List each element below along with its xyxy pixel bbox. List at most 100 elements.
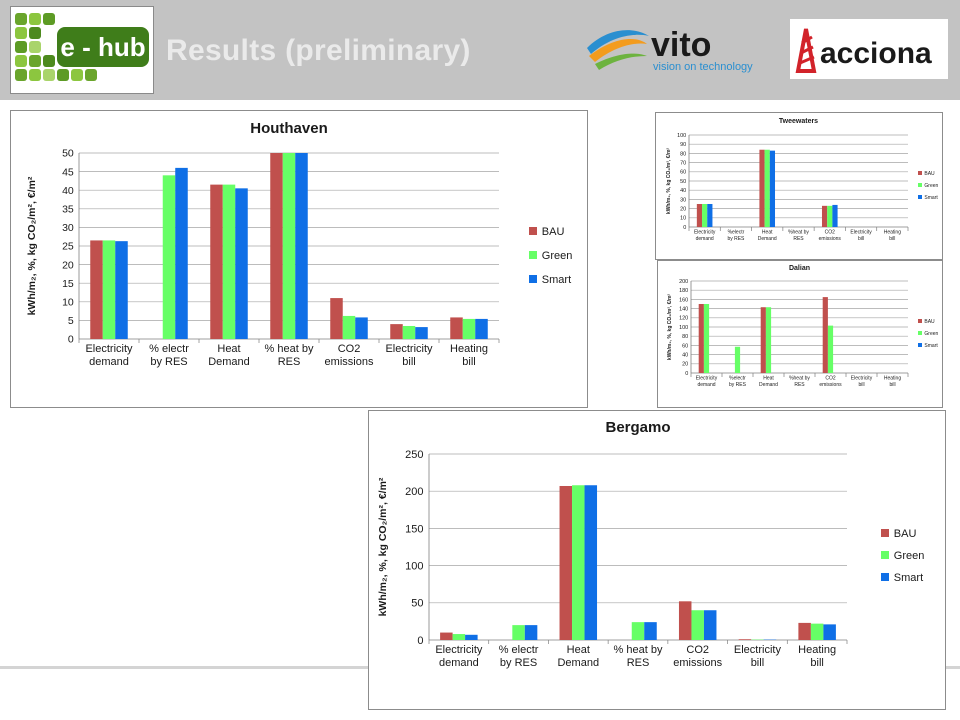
houthaven-bar-smart <box>475 318 488 339</box>
dalian-y-tick-label: 200 <box>679 279 688 285</box>
houthaven-y-tick-label: 5 <box>68 315 74 327</box>
vito-logo-text: vito <box>651 26 711 64</box>
dalian-y-tick-label: 100 <box>679 325 688 331</box>
dalian-category-label: %electr <box>729 376 746 382</box>
tweewaters-y-tick-label: 10 <box>680 216 686 222</box>
bergamo-bar-bau <box>440 632 453 640</box>
bergamo-bar-smart <box>823 624 836 640</box>
houthaven-legend-swatch-smart <box>529 275 537 283</box>
tweewaters-bar-smart <box>707 204 713 227</box>
tweewaters-bar-bau <box>821 205 828 227</box>
houthaven-y-tick-label: 45 <box>62 166 74 178</box>
bergamo-category-label: bill <box>751 657 764 669</box>
houthaven-svg: Houthaven 0 5 10 15 20 25 30 35 40 45 50 kWh/m₂, %, … <box>26 120 572 368</box>
bergamo-bar-smart <box>524 625 538 640</box>
bergamo-legend-label-green: Green <box>894 550 925 562</box>
houthaven-bar-bau <box>210 184 223 339</box>
bergamo-y-tick-label: 150 <box>405 523 423 535</box>
bergamo-category-label: Demand <box>557 657 599 669</box>
tweewaters-legend-label-smart: Smart <box>924 195 938 201</box>
bergamo-legend-swatch-smart <box>881 573 889 581</box>
dalian-bar-green <box>703 304 710 373</box>
tweewaters-y-tick-label: 80 <box>680 151 686 157</box>
bergamo-category-label: Electricity <box>435 644 483 656</box>
houthaven-bar-green <box>342 315 356 339</box>
houthaven-y-tick-label: 0 <box>68 334 74 346</box>
chart-tweewaters: Tweewaters 0 10 20 30 40 50 60 70 80 90 100 kWh/m₂, … <box>655 112 943 260</box>
houthaven-y-tick-label: 15 <box>62 278 74 290</box>
bergamo-y-tick-label: 0 <box>417 635 423 647</box>
tweewaters-chart-title: Tweewaters <box>779 118 818 125</box>
bergamo-y-tick-label: 50 <box>411 598 423 610</box>
houthaven-category-label: Heat <box>217 343 240 355</box>
dalian-category-label: Heat <box>763 376 774 382</box>
tweewaters-legend-label-green: Green <box>924 183 938 189</box>
houthaven-category-label: bill <box>462 356 475 368</box>
houthaven-bar-smart <box>235 188 248 339</box>
bergamo-category-label: demand <box>439 657 479 669</box>
tweewaters-y-tick-label: 70 <box>680 161 686 167</box>
houthaven-category-label: emissions <box>325 356 374 368</box>
houthaven-category-label: RES <box>278 356 301 368</box>
bergamo-bar-bau <box>678 601 692 640</box>
houthaven-y-tick-label: 25 <box>62 241 74 253</box>
tweewaters-y-tick-label: 0 <box>683 225 686 231</box>
dalian-category-label: Electricity <box>696 376 718 382</box>
dalian-category-label: Demand <box>759 382 778 388</box>
vito-logo: vito vision on technology <box>585 18 785 80</box>
tweewaters-category-label: emissions <box>819 236 842 242</box>
bergamo-legend-swatch-green <box>881 551 889 559</box>
houthaven-y-tick-label: 50 <box>62 148 74 160</box>
header-bar: e - hub Results (preliminary) vito visio… <box>0 0 960 100</box>
chart-houthaven: Houthaven 0 5 10 15 20 25 30 35 40 45 50 kWh/m₂, %, … <box>10 110 588 408</box>
tweewaters-category-label: Electricity <box>850 230 872 236</box>
houthaven-bar-green <box>282 153 296 339</box>
chart-dalian: Dalian 0 20 40 60 80 100 120 140 160 180 200 kWh/m₂,… <box>657 260 943 408</box>
houthaven-bar-smart <box>175 167 188 339</box>
bergamo-bar-bau <box>738 639 752 640</box>
tweewaters-legend-swatch-bau <box>918 171 922 175</box>
bergamo-bar-smart <box>644 622 657 640</box>
page-title: Results (preliminary) <box>166 34 471 67</box>
tweewaters-category-label: RES <box>793 236 804 242</box>
dalian-svg: Dalian 0 20 40 60 80 100 120 140 160 180 200 kWh/m₂,… <box>667 265 939 388</box>
dalian-legend-swatch-bau <box>918 319 922 323</box>
tweewaters-category-label: demand <box>696 236 714 242</box>
bergamo-bar-green <box>572 485 585 640</box>
houthaven-bar-bau <box>270 153 283 339</box>
houthaven-legend-label-bau: BAU <box>542 226 565 238</box>
tweewaters-bar-smart <box>832 204 838 227</box>
dalian-bar-bau <box>760 307 766 373</box>
houthaven-legend-swatch-bau <box>529 227 537 235</box>
tweewaters-y-tick-label: 60 <box>680 170 686 176</box>
dalian-legend-swatch-green <box>918 331 922 335</box>
bergamo-category-label: by RES <box>500 657 537 669</box>
tweewaters-category-label: bill <box>889 236 895 242</box>
dalian-y-axis-label: kWh/m₂, %, kg CO₂/m², €/m² <box>667 294 673 360</box>
dalian-category-label: emissions <box>819 382 842 388</box>
houthaven-legend-label-smart: Smart <box>542 274 571 286</box>
dalian-legend-label-smart: Smart <box>924 343 938 349</box>
tweewaters-category-label: Electricity <box>694 230 716 236</box>
tweewaters-bar-green <box>702 204 708 227</box>
houthaven-bar-bau <box>330 298 343 339</box>
tweewaters-y-axis-label: kWh/m₂, %, kg CO₂/m², €/m² <box>666 148 672 214</box>
tweewaters-bar-bau <box>759 149 765 227</box>
bergamo-category-label: Heat <box>567 644 590 656</box>
tweewaters-y-tick-label: 50 <box>680 179 686 185</box>
bergamo-bar-bau <box>559 485 573 640</box>
houthaven-category-label: by RES <box>150 356 187 368</box>
acciona-logo: acciona <box>790 19 948 79</box>
tweewaters-svg: Tweewaters 0 10 20 30 40 50 60 70 80 90 100 kWh/m₂, … <box>666 118 939 242</box>
bergamo-bar-green <box>512 625 525 640</box>
houthaven-category-label: Electricity <box>385 343 433 355</box>
bergamo-chart-title: Bergamo <box>605 419 670 436</box>
tweewaters-y-tick-label: 40 <box>680 188 686 194</box>
tweewaters-category-label: %electr <box>728 230 745 236</box>
houthaven-category-label: Demand <box>208 356 250 368</box>
dalian-legend-label-green: Green <box>924 331 938 337</box>
bergamo-category-label: emissions <box>673 657 722 669</box>
houthaven-bar-green <box>222 184 236 339</box>
dalian-y-tick-label: 140 <box>679 307 688 313</box>
houthaven-chart-title: Houthaven <box>250 120 328 137</box>
